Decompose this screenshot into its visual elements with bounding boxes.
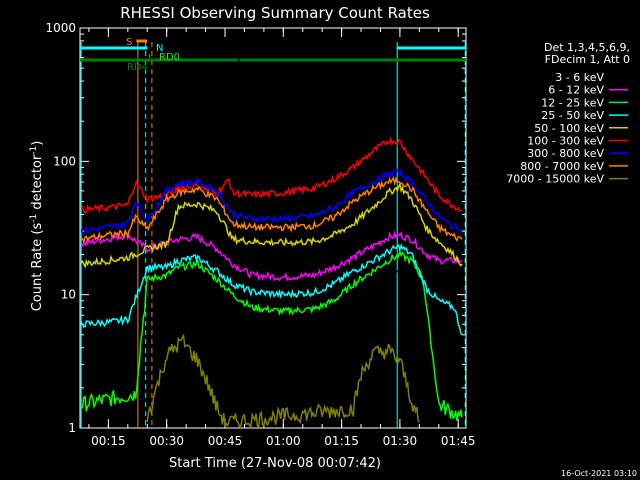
legend: Det 1,3,4,5,6,9,FDecim 1, Att 0 3 - 6 keV… (506, 41, 630, 186)
series-line-7 (80, 176, 463, 244)
series-line-4 (80, 181, 463, 269)
y-axis-label: Count Rate (s-1 detector-1) (29, 141, 45, 312)
legend-entry-label: 3 - 6 keV (555, 71, 604, 84)
plot-frame (79, 27, 467, 429)
series-line-5 (80, 135, 463, 214)
series-line-3 (80, 243, 463, 336)
x-tick-label: 01:45 (441, 434, 476, 448)
series-line-2 (80, 248, 463, 421)
legend-entry-label: 100 - 300 keV (527, 135, 604, 148)
series-line-1 (80, 230, 463, 282)
chart-title: RHESSI Observing Summary Count Rates (120, 4, 430, 22)
legend-entry-label: 12 - 25 keV (541, 96, 604, 109)
series-line-8 (146, 333, 421, 430)
x-tick-label: 01:30 (383, 434, 418, 448)
y-tick-label: 1 (68, 421, 76, 435)
legend-header: Det 1,3,4,5,6,9, (544, 41, 630, 54)
x-tick-label: 00:15 (91, 434, 126, 448)
legend-entry-label: 800 - 7000 keV (520, 160, 604, 173)
flag-label: S (126, 37, 132, 48)
legend-entry-label: 7000 - 15000 keV (506, 173, 604, 186)
x-tick-label: 00:30 (149, 434, 184, 448)
flag-label: RD4 (127, 62, 148, 73)
legend-entry-label: 50 - 100 keV (534, 122, 604, 135)
footer-timestamp: 16-Oct-2021 03:10 (561, 469, 637, 478)
flag-label: N (156, 43, 163, 54)
y-tick-label: 100 (53, 154, 76, 168)
legend-entry-label: 300 - 800 keV (527, 147, 604, 160)
y-tick-label: 1000 (45, 21, 76, 35)
series-line-6 (80, 168, 463, 235)
legend-entry-label: 6 - 12 keV (548, 84, 604, 97)
legend-header: FDecim 1, Att 0 (545, 53, 630, 66)
y-tick-label: 10 (61, 288, 76, 302)
flag-label: RD0 (159, 52, 180, 63)
x-tick-label: 00:45 (208, 434, 243, 448)
plot-area: 1 10 100 1000 00:15 00:30 00:45 01:00 01:15 01:30… (45, 21, 475, 448)
series-line-0 (154, 267, 424, 353)
legend-entry-label: 25 - 50 keV (541, 109, 604, 122)
x-tick-label: 01:00 (266, 434, 301, 448)
x-tick-label: 01:15 (324, 434, 359, 448)
x-axis-label: Start Time (27-Nov-08 00:07:42) (169, 456, 381, 471)
